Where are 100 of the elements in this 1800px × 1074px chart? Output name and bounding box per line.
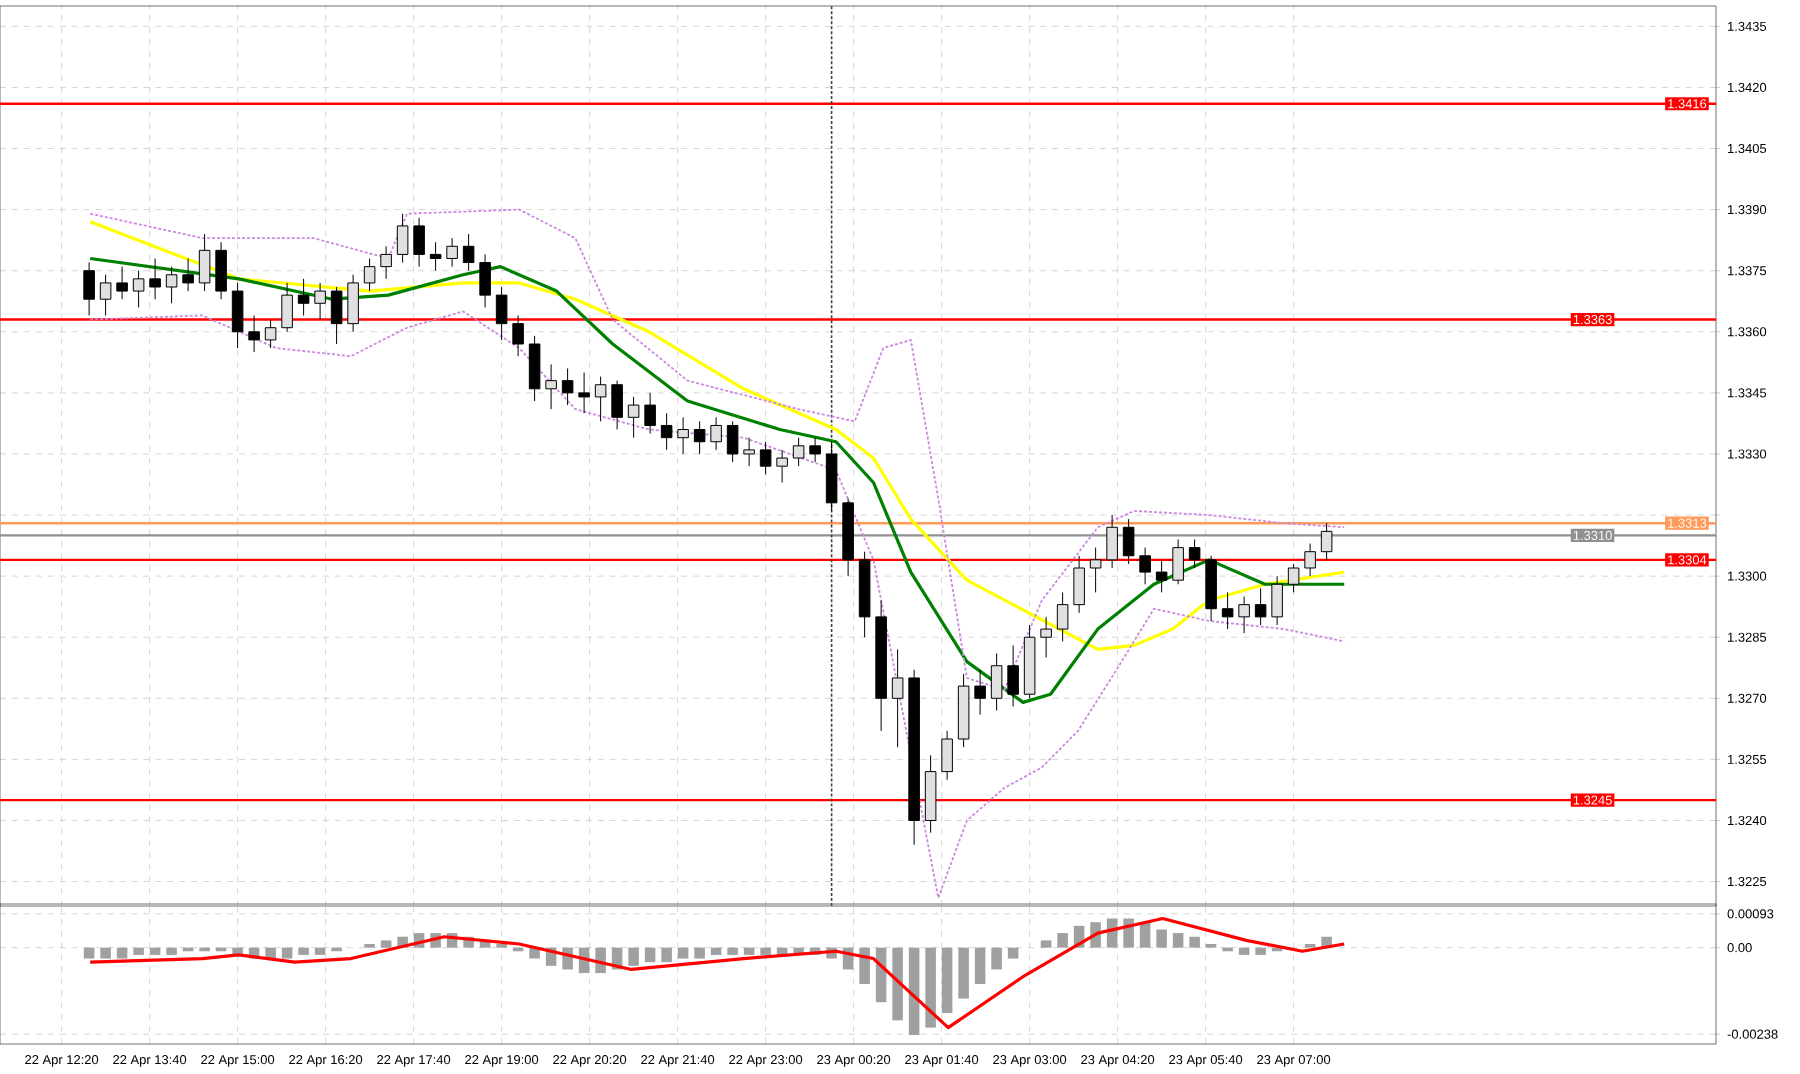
bar [925, 947, 936, 1028]
candlestick [1188, 538, 1201, 569]
candlestick [974, 669, 986, 716]
candlestick [99, 274, 112, 316]
bar [1040, 940, 1052, 948]
candlestick [1073, 555, 1085, 614]
candlestick [1172, 538, 1184, 585]
candlestick [1304, 543, 1316, 577]
candlestick [330, 286, 343, 345]
candlestick [231, 282, 244, 349]
candlestick [941, 730, 953, 781]
bar [166, 947, 177, 955]
candlestick [1122, 518, 1135, 565]
candlestick [495, 286, 508, 341]
bar [298, 947, 309, 955]
candlestick [479, 253, 491, 308]
bar [1255, 947, 1266, 955]
candlestick [1040, 616, 1052, 659]
candlestick [1205, 555, 1217, 622]
bar [644, 947, 656, 963]
candlestick [297, 278, 310, 316]
bar [133, 947, 144, 955]
bar [116, 947, 128, 959]
bar [1172, 933, 1184, 948]
candlestick [891, 648, 904, 748]
bar [149, 947, 161, 955]
candlestick [116, 266, 128, 300]
bar [661, 947, 672, 963]
candlestick [347, 274, 359, 333]
bar [710, 947, 722, 955]
bar [529, 947, 540, 959]
candlestick [710, 416, 722, 451]
candlestick [545, 363, 557, 410]
bar [1007, 947, 1019, 959]
candlestick [858, 551, 871, 638]
candlestick [875, 600, 887, 732]
candlestick [149, 257, 161, 300]
candlestick [1155, 559, 1168, 593]
bar [1189, 936, 1200, 948]
candlestick [809, 437, 821, 463]
bar [83, 947, 95, 959]
candlestick [1139, 547, 1151, 585]
candlestick [396, 213, 409, 264]
bar [743, 947, 755, 955]
bar [974, 947, 986, 984]
bar [760, 947, 771, 955]
candlestick [677, 416, 689, 455]
candlestick [644, 392, 656, 435]
bar [628, 947, 639, 966]
bar [694, 947, 705, 959]
candlestick [1089, 547, 1102, 593]
bar [100, 947, 111, 959]
candlestick [693, 420, 706, 455]
candlestick [611, 380, 623, 431]
bar [892, 947, 903, 1021]
candlestick [1271, 575, 1283, 626]
candlestick [281, 282, 293, 333]
bar [727, 947, 738, 955]
candlestick [380, 245, 392, 280]
candlestick [776, 449, 788, 483]
candlestick [1007, 644, 1019, 707]
candlestick [908, 669, 920, 846]
candlestick [132, 270, 145, 308]
candlestick [215, 241, 227, 300]
candlestick [429, 241, 442, 272]
bar [281, 947, 293, 959]
candlestick [462, 233, 475, 272]
bar [991, 947, 1002, 970]
candlestick [314, 282, 326, 321]
bar [677, 947, 689, 959]
bar [1057, 933, 1068, 948]
bar [314, 947, 326, 955]
candlestick [743, 437, 755, 467]
bar [380, 940, 392, 948]
candlestick [1221, 591, 1234, 630]
candlestick [825, 441, 838, 512]
bar [941, 947, 953, 1014]
candlestick [594, 376, 607, 422]
candlestick [660, 412, 673, 451]
candlestick [1320, 522, 1333, 561]
candlestick [528, 335, 541, 402]
candlestick [248, 314, 260, 353]
candlestick [1106, 514, 1118, 569]
bar [958, 947, 969, 999]
candlestick [413, 217, 425, 268]
candlestick [182, 257, 194, 292]
candlestick [512, 314, 524, 357]
candlestick [578, 372, 590, 414]
candlestick [924, 754, 937, 834]
candlestick [1238, 595, 1250, 634]
candlestick [990, 653, 1003, 712]
candlestick [165, 266, 178, 304]
candlestick [1056, 591, 1069, 642]
candlestick [561, 367, 574, 406]
bar [1238, 947, 1250, 955]
bar [1156, 929, 1167, 948]
candlestick [842, 498, 854, 577]
candlestick [446, 237, 458, 268]
candlestick [627, 396, 640, 439]
candlestick [83, 262, 95, 316]
